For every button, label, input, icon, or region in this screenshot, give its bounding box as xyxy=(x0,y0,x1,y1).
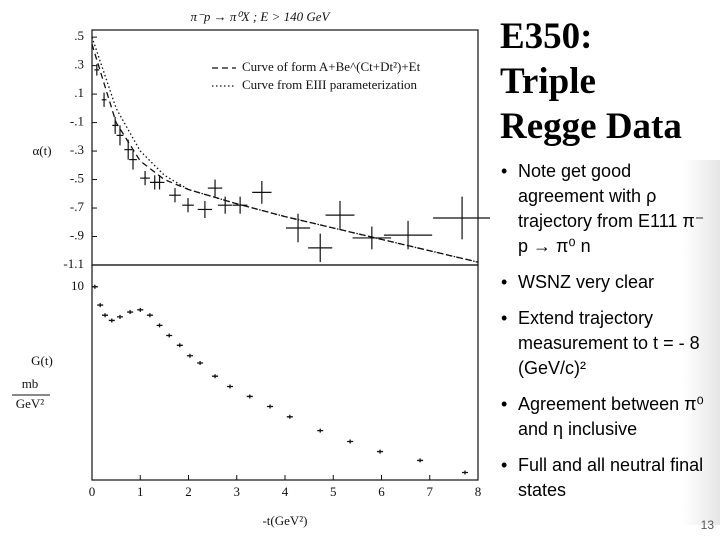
y-tick-label: -1.1 xyxy=(63,256,84,271)
bullet: Note get good agreement with ρ trajector… xyxy=(501,159,712,259)
data-point xyxy=(246,394,253,399)
data-point xyxy=(197,360,204,365)
x-tick-label: 8 xyxy=(475,484,482,499)
y-axis-label: G(t) xyxy=(31,353,53,368)
x-axis-label: -t(GeV²) xyxy=(262,513,307,528)
y-axis-label: α(t) xyxy=(32,143,51,158)
title-line: Regge Data xyxy=(500,106,682,147)
y-unit-bottom: GeV² xyxy=(16,396,45,411)
bullet-list: Note get good agreement with ρ trajector… xyxy=(490,159,720,503)
x-tick-label: 1 xyxy=(137,484,144,499)
x-tick-label: 2 xyxy=(185,484,192,499)
x-tick-label: 0 xyxy=(89,484,96,499)
data-point xyxy=(377,449,384,454)
legend-label: Curve of form A+Be^(Ct+Dt²)+Et xyxy=(242,59,421,74)
data-point xyxy=(108,318,115,323)
data-point xyxy=(267,404,274,409)
data-point xyxy=(166,333,173,338)
slide-title: E350: Triple Regge Data xyxy=(500,14,720,149)
x-tick-label: 7 xyxy=(427,484,434,499)
bullet: Agreement between π⁰ and η inclusive xyxy=(501,392,712,442)
y-tick-label: .5 xyxy=(74,28,84,43)
data-point xyxy=(137,307,144,312)
x-tick-label: 4 xyxy=(282,484,289,499)
bullet: WSNZ very clear xyxy=(501,270,712,295)
data-point xyxy=(417,458,424,463)
data-point xyxy=(91,284,98,289)
y-tick-label: -.3 xyxy=(70,142,84,157)
y-tick-label: 10 xyxy=(71,278,84,293)
data-point xyxy=(176,343,183,348)
data-point xyxy=(347,439,354,444)
y-tick-label: -.9 xyxy=(70,227,84,242)
y-tick-label: -.1 xyxy=(70,114,84,129)
data-point xyxy=(186,353,193,358)
data-point xyxy=(286,414,293,419)
y-tick-label: -.7 xyxy=(70,199,85,214)
bullet: Full and all neutral final states xyxy=(501,453,712,503)
data-point xyxy=(461,470,468,475)
data-point xyxy=(156,323,163,328)
data-point xyxy=(226,384,233,389)
data-point xyxy=(102,313,109,318)
page-number: 13 xyxy=(700,518,714,532)
y-tick-label: .3 xyxy=(74,57,84,72)
legend-label: Curve from EIII parameterization xyxy=(242,77,418,92)
data-point xyxy=(116,314,123,319)
figure: π⁻p → π⁰X ; E > 140 GeV α(t) .5 .3 .1 -.1 -.3 -… xyxy=(12,9,490,528)
chart-title: π⁻p → π⁰X ; E > 140 GeV xyxy=(191,9,332,24)
plot-frame xyxy=(91,264,479,481)
y-unit-top: mb xyxy=(22,376,39,391)
title-line: E350: xyxy=(500,16,593,57)
data-point xyxy=(97,303,104,308)
title-line: Triple xyxy=(500,61,596,102)
x-tick-label: 3 xyxy=(234,484,241,499)
x-tick-label: 6 xyxy=(378,484,385,499)
data-point xyxy=(212,374,219,379)
y-tick-label: .1 xyxy=(74,85,84,100)
y-tick-label: -.5 xyxy=(70,171,84,186)
data-point xyxy=(127,310,134,315)
x-tick-label: 5 xyxy=(330,484,337,499)
data-point xyxy=(146,313,153,318)
curve xyxy=(91,36,479,263)
bullet: Extend trajectory measurement to t = - 8… xyxy=(501,306,712,381)
data-point xyxy=(317,428,324,433)
